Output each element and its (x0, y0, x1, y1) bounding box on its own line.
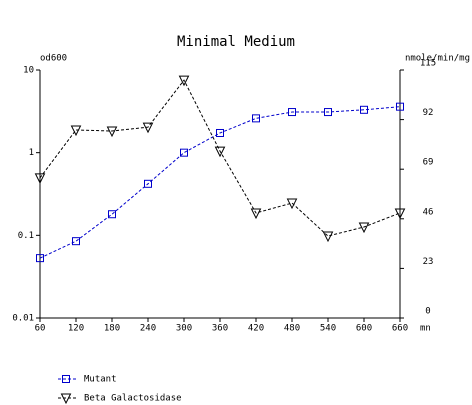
marker (34, 173, 46, 184)
marker (144, 179, 152, 188)
series-line (39, 79, 401, 237)
x-tick-label: 600 (356, 324, 372, 334)
marker (106, 126, 118, 138)
x-tick-label: 240 (140, 324, 156, 334)
marker (250, 208, 262, 220)
marker (288, 108, 296, 117)
x-tick-label: 180 (104, 324, 120, 334)
marker (214, 146, 226, 158)
x-tick-label: 480 (284, 324, 300, 334)
marker (178, 75, 190, 87)
y-axis-label: od600 (40, 54, 67, 64)
x-tick-label: 540 (320, 324, 336, 334)
x-tick-label: 420 (248, 324, 264, 334)
legend-label: Beta Galactosidase (84, 394, 182, 404)
y-tick-label: 0.01 (12, 314, 34, 324)
marker (72, 237, 80, 246)
marker (394, 208, 406, 220)
marker (396, 102, 404, 111)
y2-tick-label: 46 (423, 207, 434, 217)
marker (324, 108, 332, 117)
marker (358, 222, 370, 234)
y2-tick-label: 69 (423, 158, 434, 168)
y2-tick-label: 92 (423, 108, 434, 118)
marker (108, 210, 116, 219)
chart-title: Minimal Medium (177, 34, 295, 50)
series-line (39, 106, 401, 259)
marker (252, 114, 260, 123)
marker (286, 198, 298, 210)
x-tick-label: 360 (212, 324, 228, 334)
y-tick-label: 1 (29, 148, 34, 158)
legend-marker (62, 375, 70, 383)
legend-label: Mutant (84, 375, 117, 385)
y2-axis-label: nmole/min/mg (405, 54, 470, 64)
marker (180, 148, 188, 157)
marker (216, 128, 224, 137)
x-tick-label: 300 (176, 324, 192, 334)
y2-tick-label: 115 (420, 59, 436, 69)
x-tick-label: 120 (68, 324, 84, 334)
marker (70, 125, 82, 137)
marker (142, 122, 154, 134)
x-tick-label: 660 (392, 324, 408, 334)
x-tick-label: 60 (35, 324, 46, 334)
marker (360, 105, 368, 114)
marker (36, 254, 44, 263)
x-axis-label: mn (420, 324, 431, 334)
y-tick-label: 10 (23, 66, 34, 76)
y2-tick-label: 23 (423, 257, 434, 267)
y-tick-label: 0.1 (18, 231, 34, 241)
legend-marker (60, 393, 72, 405)
marker (322, 231, 334, 243)
y2-tick-label: 0 (425, 307, 430, 317)
